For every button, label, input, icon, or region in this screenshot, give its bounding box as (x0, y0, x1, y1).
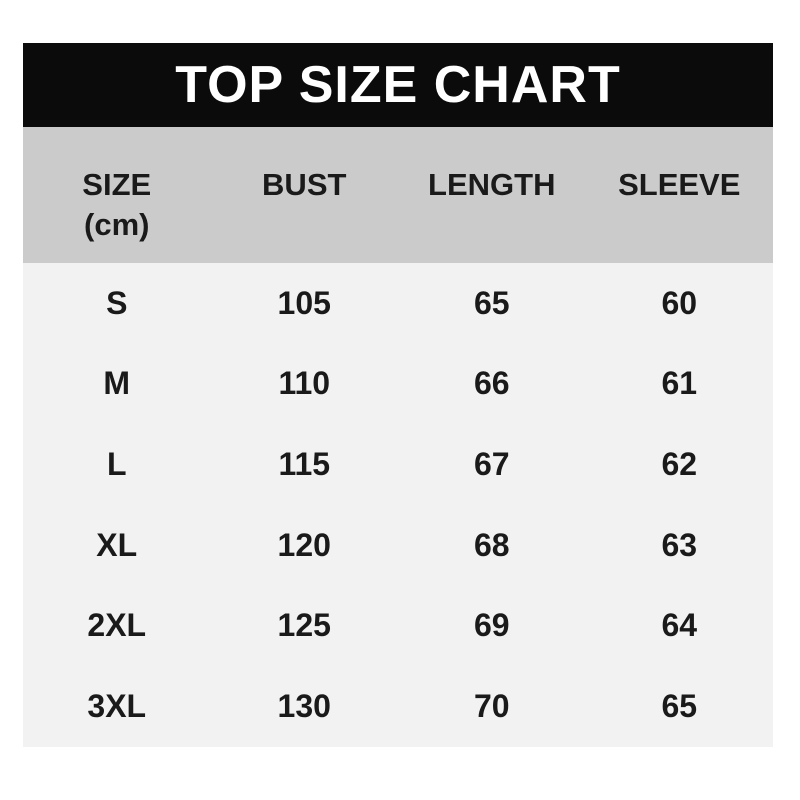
table-body: S 105 65 60 M 110 66 61 L 115 67 62 XL 120 68 63 2XL 125 6… (23, 263, 773, 747)
table-row: S 105 65 60 (23, 263, 773, 344)
cell-sleeve: 61 (661, 365, 698, 402)
column-header-length: LENGTH (428, 167, 556, 202)
cell-size: XL (96, 526, 138, 563)
column-header-sleeve: SLEEVE (618, 167, 741, 202)
cell-length: 68 (473, 526, 510, 563)
table-row: XL 120 68 63 (23, 505, 773, 586)
cell-bust: 125 (277, 607, 331, 644)
table-row: 3XL 130 70 65 (23, 666, 773, 747)
cell-length: 69 (473, 607, 510, 644)
cell-size: L (106, 446, 127, 483)
cell-size: 3XL (87, 688, 147, 725)
cell-bust: 110 (278, 365, 331, 402)
cell-bust: 130 (277, 688, 331, 725)
cell-sleeve: 62 (661, 446, 698, 483)
table-row: 2XL 125 69 64 (23, 586, 773, 667)
cell-length: 70 (473, 688, 510, 725)
cell-sleeve: 64 (661, 607, 698, 644)
table-row: L 115 67 62 (23, 424, 773, 505)
table-header: SIZE (cm) BUST LENGTH SLEEVE (23, 127, 773, 263)
size-chart-table: TOP SIZE CHART SIZE (cm) BUST LENGTH SLE… (23, 43, 773, 747)
cell-sleeve: 60 (661, 284, 698, 321)
cell-sleeve: 65 (661, 688, 698, 725)
cell-size: 2XL (87, 607, 147, 644)
column-header-size: SIZE (cm) (23, 165, 211, 263)
cell-length: 66 (473, 365, 510, 402)
cell-size: S (106, 284, 128, 321)
cell-size: M (103, 365, 131, 402)
cell-bust: 105 (277, 284, 331, 321)
chart-title-bar: TOP SIZE CHART (23, 43, 773, 127)
column-header-size-label: SIZE (82, 167, 152, 202)
cell-bust: 120 (277, 526, 331, 563)
table-row: M 110 66 61 (23, 344, 773, 425)
cell-bust: 115 (278, 446, 331, 483)
column-header-size-unit: (cm) (84, 207, 150, 242)
cell-length: 65 (473, 284, 510, 321)
cell-sleeve: 63 (661, 526, 698, 563)
chart-title: TOP SIZE CHART (175, 56, 621, 114)
cell-length: 67 (473, 446, 510, 483)
column-header-bust: BUST (262, 167, 347, 202)
